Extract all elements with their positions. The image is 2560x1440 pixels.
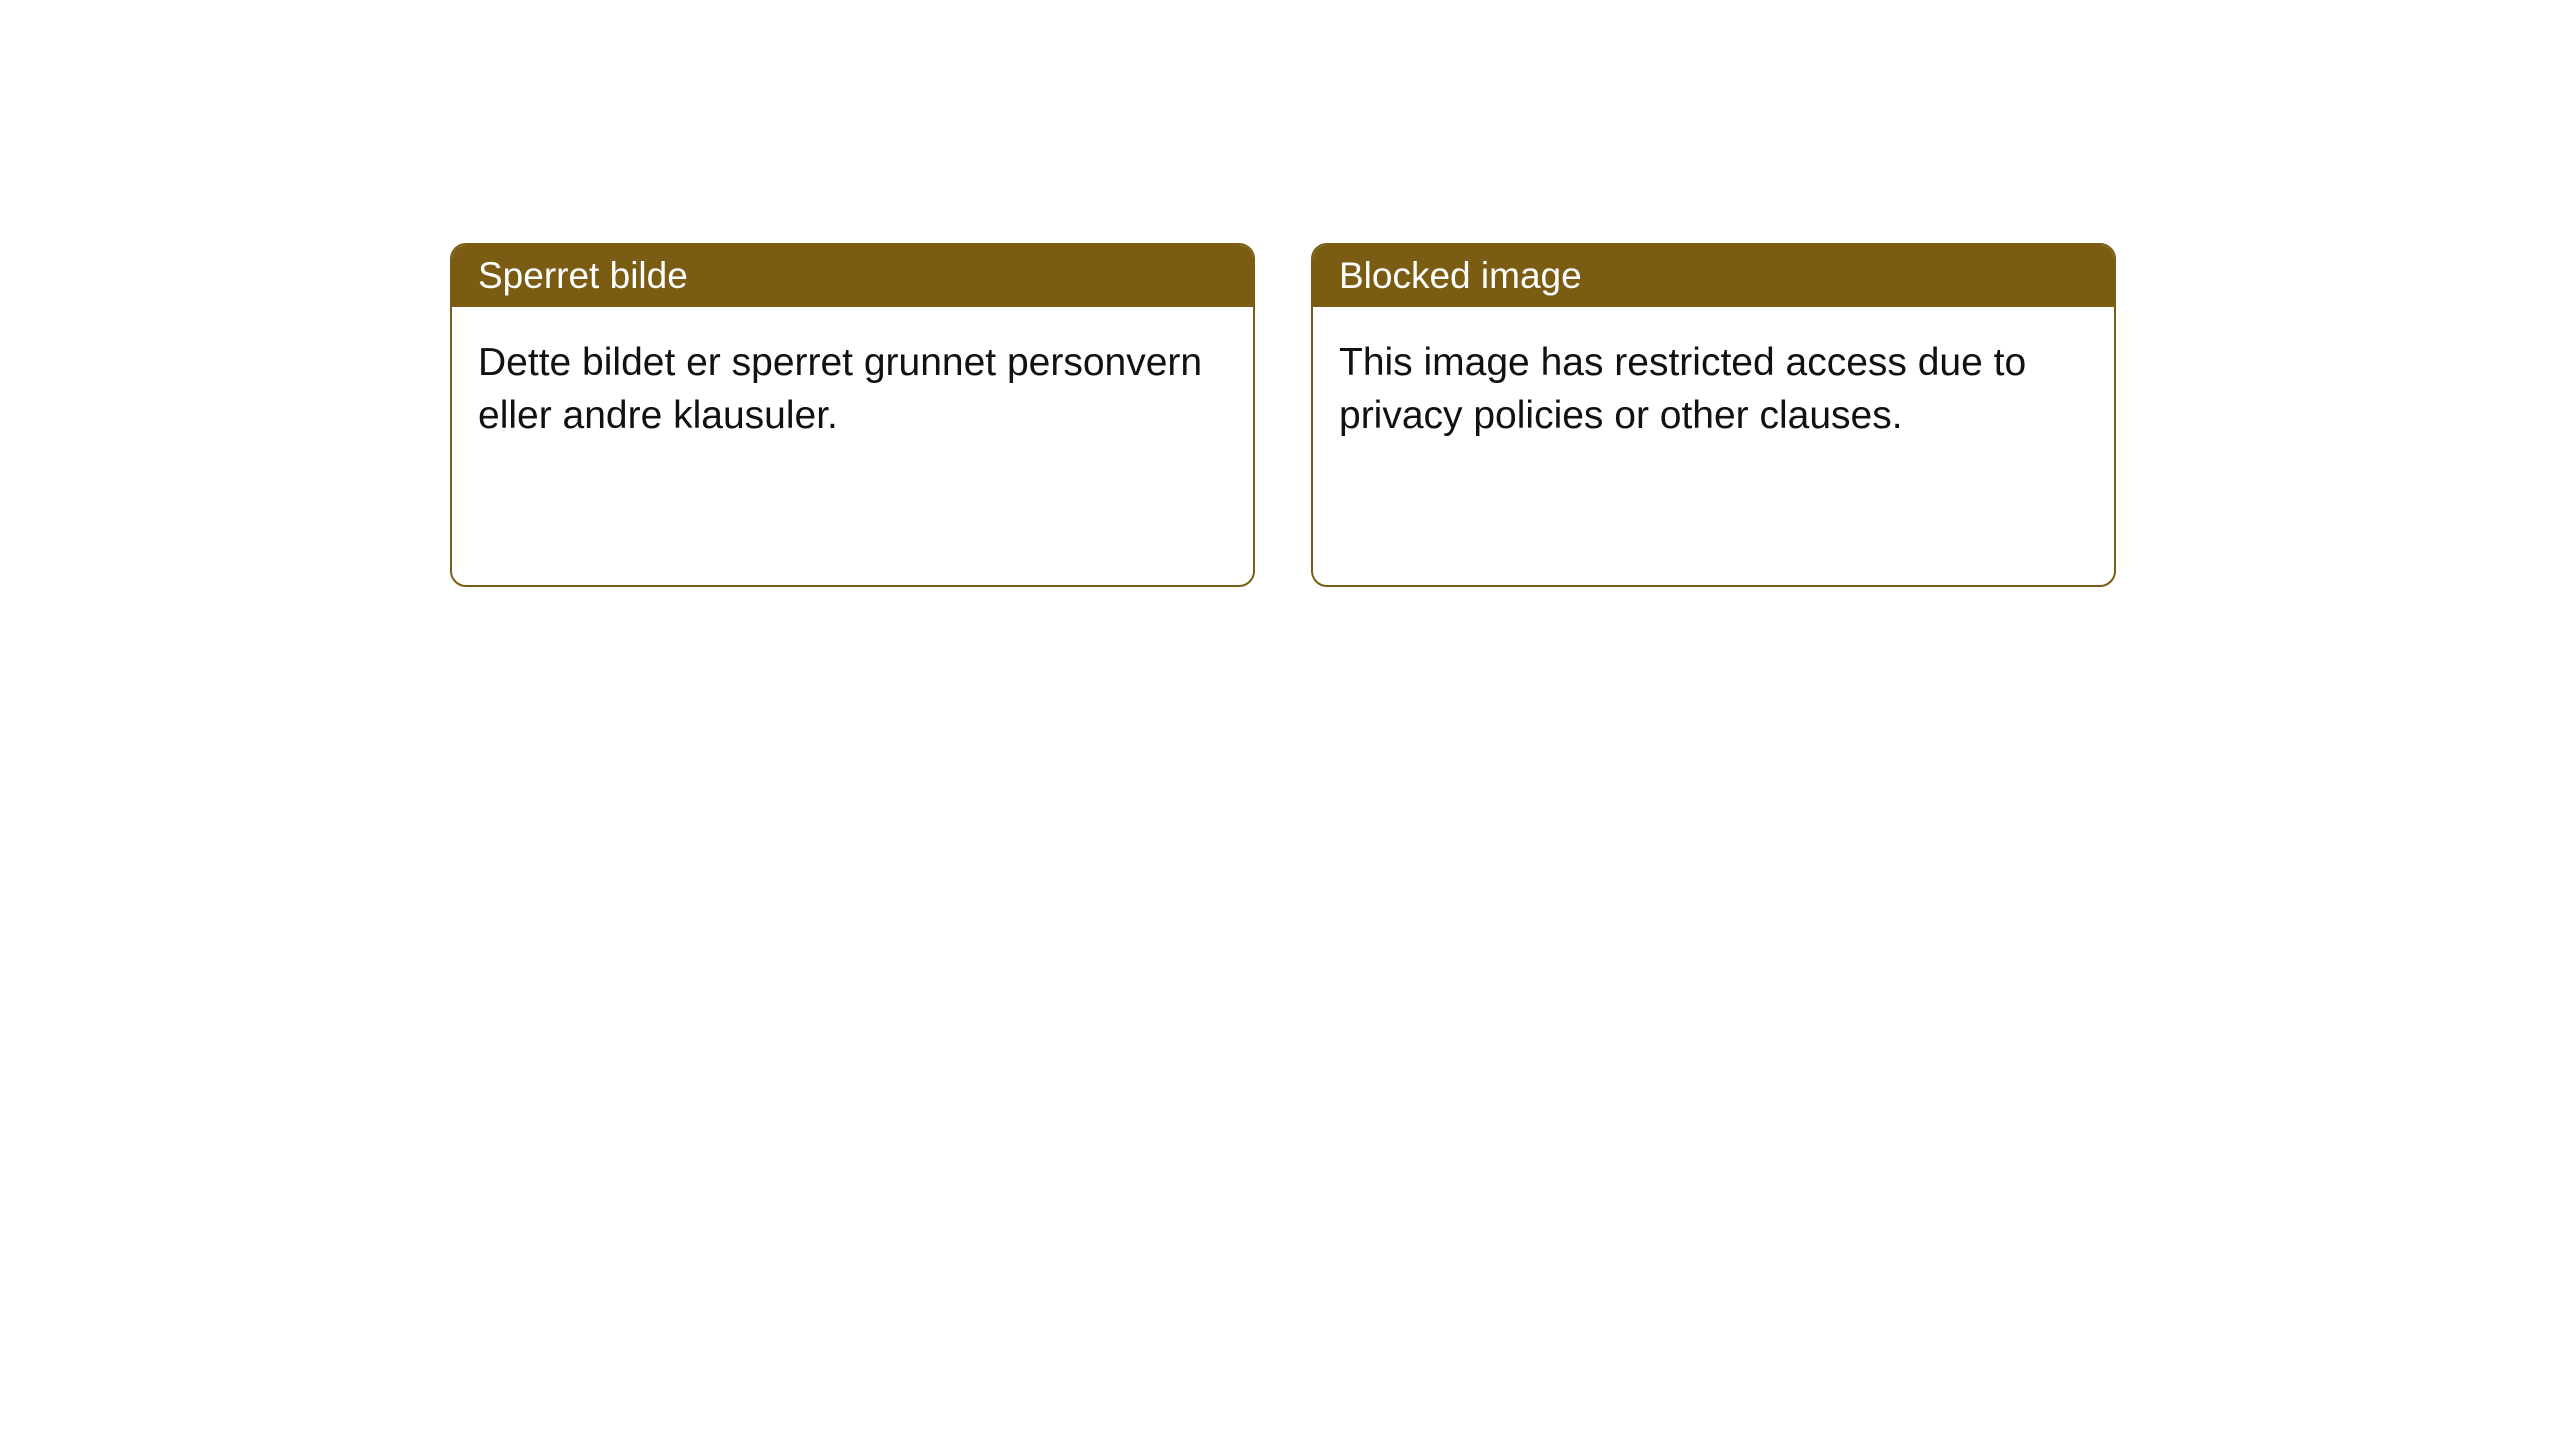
notice-title: Sperret bilde <box>478 255 688 296</box>
notice-message: Dette bildet er sperret grunnet personve… <box>478 341 1202 437</box>
notice-card-norwegian: Sperret bilde Dette bildet er sperret gr… <box>450 243 1255 587</box>
notice-title: Blocked image <box>1339 255 1582 296</box>
notice-message: This image has restricted access due to … <box>1339 341 2026 437</box>
notice-card-english: Blocked image This image has restricted … <box>1311 243 2116 587</box>
notice-body: Dette bildet er sperret grunnet personve… <box>452 307 1253 585</box>
notice-header: Blocked image <box>1313 245 2114 307</box>
notice-header: Sperret bilde <box>452 245 1253 307</box>
notice-container: Sperret bilde Dette bildet er sperret gr… <box>0 0 2560 587</box>
notice-body: This image has restricted access due to … <box>1313 307 2114 585</box>
